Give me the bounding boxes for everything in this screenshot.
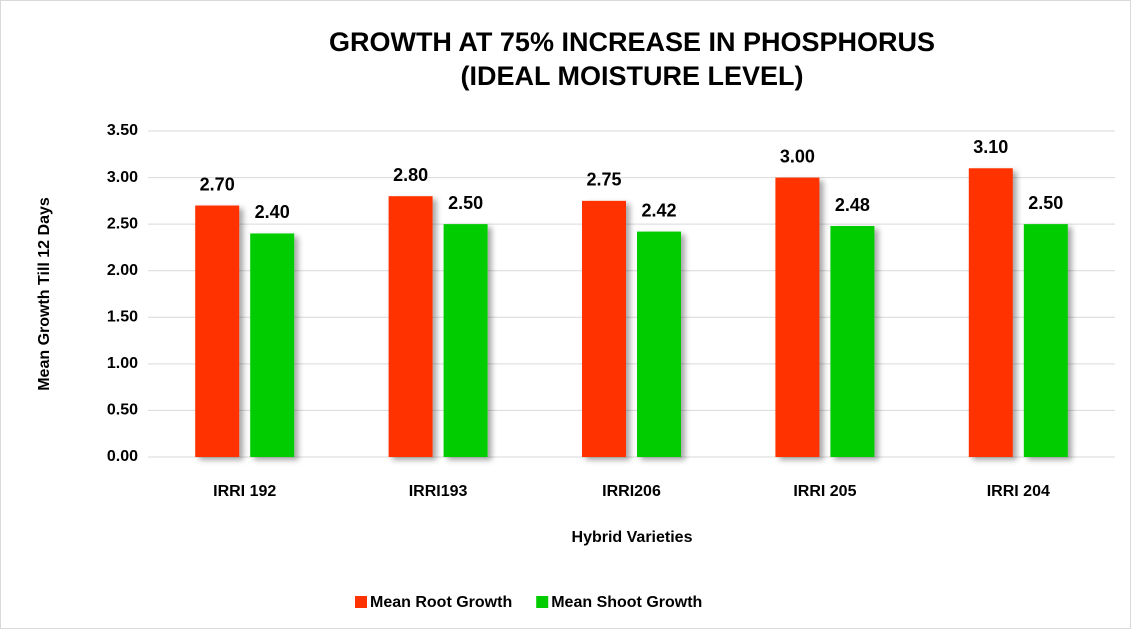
bar [968,168,1013,457]
y-tick-label: 1.00 [107,355,138,372]
bar [775,177,820,458]
data-label: 2.75 [586,170,621,190]
data-label: 2.48 [835,195,870,215]
legend-swatch [355,596,367,608]
bar [250,233,295,457]
y-tick-label: 0.50 [107,402,138,419]
data-label: 2.80 [393,165,428,185]
data-label: 3.00 [780,146,815,166]
data-label: 3.10 [973,137,1008,157]
x-tick-label: IRRI 204 [987,483,1050,500]
data-label: 2.42 [641,200,676,220]
chart-title: GROWTH AT 75% INCREASE IN PHOSPHORUS [329,27,935,57]
y-axis-label: Mean Growth Till 12 Days [36,197,53,391]
x-tick-label: IRRI 192 [213,483,276,500]
y-tick-label: 3.00 [107,169,138,186]
data-label: 2.40 [255,202,290,222]
legend-swatch [536,596,549,608]
data-label: 2.50 [448,193,483,213]
x-tick-label: IRRI 205 [793,483,856,500]
y-tick-label: 2.50 [107,215,138,232]
bar [195,205,240,457]
legend-label: Mean Shoot Growth [551,594,702,611]
y-tick-label: 1.50 [107,309,138,326]
legend-label: Mean Root Growth [370,594,512,611]
data-label: 2.50 [1028,193,1063,213]
x-axis-label: Hybrid Varieties [572,529,693,546]
chart-title: (IDEAL MOISTURE LEVEL) [460,61,803,91]
bar [388,196,433,457]
data-label: 2.70 [200,174,235,194]
y-tick-label: 3.50 [107,122,138,139]
y-tick-label: 0.00 [107,448,138,465]
y-tick-label: 2.00 [107,262,138,279]
bar [443,224,488,457]
bar [637,231,681,457]
bar [1023,224,1068,457]
bar [582,200,626,457]
x-tick-label: IRRI206 [602,483,661,500]
bar [830,226,875,457]
x-tick-label: IRRI193 [409,483,468,500]
